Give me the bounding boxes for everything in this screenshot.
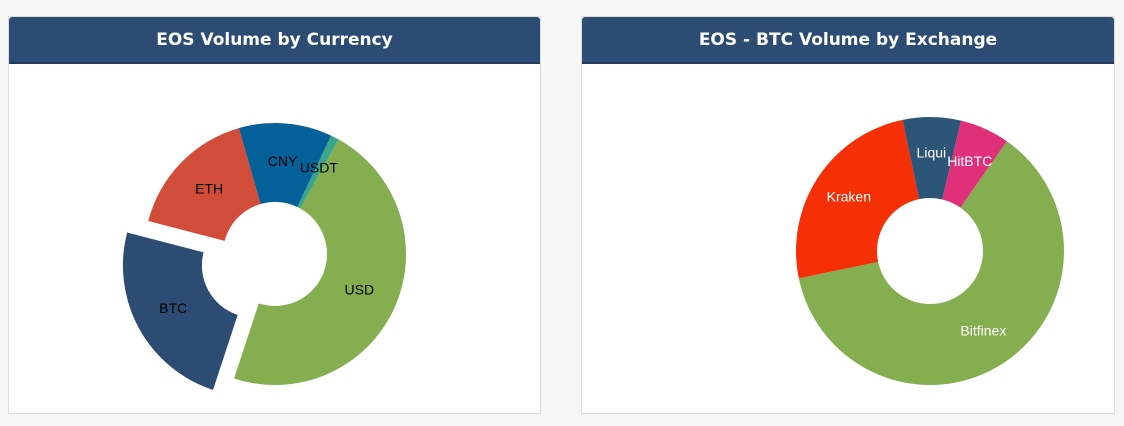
currency-donut-svg: USD BTC ETH CNY USDT <box>122 123 407 390</box>
exchange-volume-panel: EOS - BTC Volume by Exchange Bitfinex Kra… <box>581 16 1115 414</box>
slice-eth[interactable] <box>148 128 261 241</box>
currency-chart-title: EOS Volume by Currency <box>9 17 540 64</box>
slice-label-btc: BTC <box>159 300 187 316</box>
slice-label-cny: CNY <box>268 153 298 169</box>
slice-label-bitfinex: Bitfinex <box>960 323 1006 339</box>
slice-liqui[interactable] <box>902 117 962 200</box>
slice-cny[interactable] <box>238 123 332 208</box>
currency-donut-chart: USD BTC ETH CNY USDT <box>9 64 540 413</box>
slice-kraken[interactable] <box>796 119 920 279</box>
slice-label-usd: USD <box>345 282 375 298</box>
slice-btc[interactable] <box>122 232 238 390</box>
slice-usdt[interactable] <box>297 135 339 209</box>
slice-label-eth: ETH <box>195 180 223 196</box>
exchange-chart-title: EOS - BTC Volume by Exchange <box>582 17 1114 64</box>
currency-volume-panel: EOS Volume by Currency USD BTC ETH CNY USDT <box>8 16 541 414</box>
slice-label-kraken: Kraken <box>827 189 871 205</box>
slice-label-hitbtc: HitBTC <box>947 153 992 169</box>
exchange-donut-chart: Bitfinex Kraken Liqui HitBTC <box>582 64 1114 413</box>
slice-hitbtc[interactable] <box>942 120 1007 208</box>
slice-label-usdt: USDT <box>300 159 339 175</box>
slice-bitfinex[interactable] <box>798 141 1064 386</box>
slice-usd[interactable] <box>234 139 407 386</box>
slice-label-liqui: Liqui <box>917 145 947 161</box>
